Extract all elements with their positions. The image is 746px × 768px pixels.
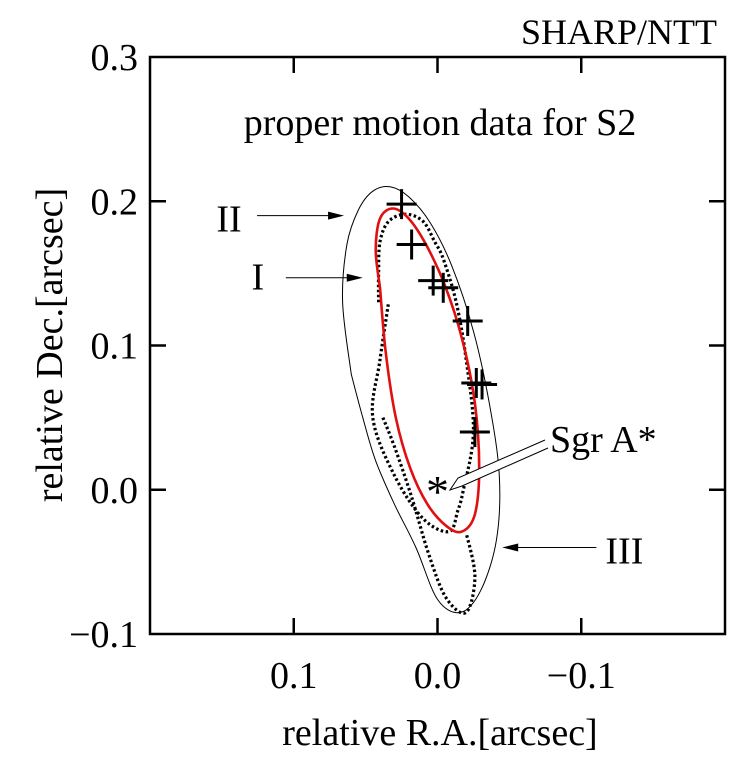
orbit-label-i: I (251, 256, 264, 298)
orbit-i-ext (381, 417, 477, 615)
y-tick-label: 0.2 (91, 181, 139, 223)
data-point-cross (452, 305, 483, 336)
orbit-label-iii: III (605, 530, 643, 572)
x-tick-label: 0.0 (414, 655, 462, 697)
y-axis-label: relative Dec.[arcsec] (29, 188, 71, 502)
y-tick-label: 0.1 (91, 326, 139, 368)
sgr-a-label: Sgr A* (550, 419, 657, 461)
data-point-cross (467, 369, 498, 400)
data-point-cross (396, 229, 427, 260)
y-tick-label: −0.1 (69, 614, 138, 656)
orbit-arrow-iii (502, 543, 597, 552)
data-point-cross (428, 272, 459, 303)
orbit-arrow-i (285, 273, 363, 282)
sgr-a-arrow (448, 439, 549, 491)
x-tick-label: −0.1 (547, 655, 616, 697)
orbit-best-fit (374, 207, 481, 534)
orbit-label-ii: II (216, 199, 241, 241)
orbit-i (370, 212, 476, 534)
y-tick-label: 0.0 (91, 470, 139, 512)
orbit-ii (341, 186, 501, 614)
data-point-cross (386, 189, 417, 220)
data-point-cross (459, 417, 490, 448)
orbit-arrow-ii (257, 211, 345, 220)
x-axis-label: relative R.A.[arcsec] (282, 712, 597, 754)
corner-label: SHARP/NTT (521, 12, 717, 52)
y-tick-label: 0.3 (91, 37, 139, 79)
x-tick-label: 0.1 (270, 655, 318, 697)
sgr-a-star-marker: * (426, 466, 449, 517)
chart-title: proper motion data for S2 (244, 102, 637, 144)
